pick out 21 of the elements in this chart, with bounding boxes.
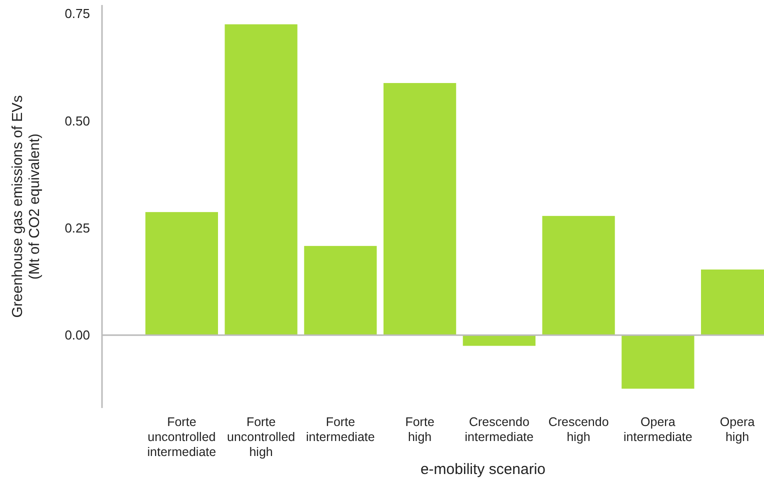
bar: [542, 216, 615, 336]
y-axis-title: Greenhouse gas emissions of EVs (Mt of CO2 equivalent): [10, 95, 43, 318]
x-axis-title: e-mobility scenario: [420, 461, 546, 478]
y-tick-label: 0.00: [64, 328, 90, 343]
bar: [622, 335, 694, 389]
x-tick-label: Forte uncontrolled intermediate: [147, 415, 216, 459]
bar: [224, 24, 298, 336]
y-tick-label: 0.50: [64, 113, 90, 128]
bar: [145, 212, 218, 336]
bar: [384, 83, 456, 336]
x-tick-label: Forte high: [405, 415, 434, 444]
x-tick-label: Crescendo high: [548, 415, 609, 444]
bar: [462, 335, 536, 346]
y-tick-label: 0.75: [64, 6, 90, 22]
x-tick-label: Opera intermediate: [624, 415, 692, 444]
x-tick-label: Crescendo intermediate: [464, 415, 534, 444]
x-tick-label: Forte uncontrolled high: [227, 415, 296, 459]
x-tick-label: Forte intermediate: [306, 415, 375, 444]
y-tick-label: 0.25: [64, 220, 90, 236]
x-tick-label: Opera high: [720, 415, 755, 444]
bar: [304, 246, 377, 336]
